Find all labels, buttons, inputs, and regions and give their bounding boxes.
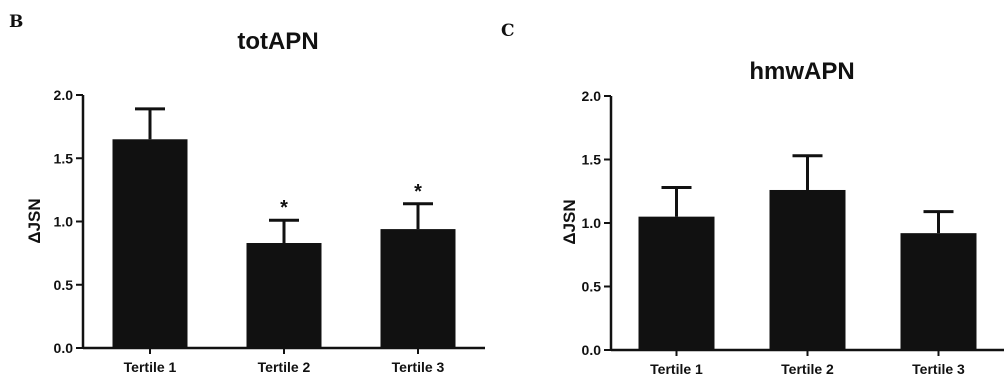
y-tick-label-c-0: 0.0: [582, 342, 602, 358]
category-label-c-1: Tertile 1: [650, 361, 703, 377]
y-tick-label-c-3: 1.5: [582, 152, 602, 168]
significance-marker-b-2: *: [280, 197, 288, 219]
bar-b-1: [112, 139, 188, 348]
chart-title-hmwapn: hmwAPN: [749, 58, 854, 85]
category-label-c-2: Tertile 2: [781, 361, 834, 377]
category-label-b-1: Tertile 1: [124, 359, 177, 375]
bar-b-2: [246, 243, 322, 348]
y-tick-label-b-1: 0.5: [54, 277, 74, 293]
y-tick-label-b-2: 1.0: [54, 214, 74, 230]
y-tick-label-c-2: 1.0: [582, 215, 602, 231]
panel-c: C hmwAPN ΔJSN 0.0 0.5 1.0 1.5 2.0 Tertile 1 Te…: [501, 21, 1004, 377]
significance-marker-b-3: *: [414, 181, 422, 203]
panel-b: B totAPN ΔJSN 0.0 0.5 1.0 1.5 2.0 Tertile 1 Te…: [9, 12, 485, 375]
category-label-b-3: Tertile 3: [392, 359, 445, 375]
category-label-b-2: Tertile 2: [258, 359, 311, 375]
panel-letter-c: C: [501, 21, 515, 41]
y-tick-label-b-4: 2.0: [54, 87, 74, 103]
plot-area-b: 0.0 0.5 1.0 1.5 2.0 Tertile 1 Tertile 2 * Tertil…: [54, 87, 485, 375]
y-tick-label-b-0: 0.0: [54, 340, 74, 356]
bar-b-3: [380, 229, 456, 348]
y-tick-label-c-4: 2.0: [582, 88, 602, 104]
y-axis-label-c: ΔJSN: [560, 199, 579, 244]
panel-letter-b: B: [9, 12, 23, 32]
bar-c-2: [769, 189, 846, 350]
bar-c-1: [638, 216, 715, 350]
y-axis-label-b: ΔJSN: [25, 198, 44, 243]
category-label-c-3: Tertile 3: [912, 361, 965, 377]
chart-title-totapn: totAPN: [237, 28, 318, 55]
plot-area-c: 0.0 0.5 1.0 1.5 2.0 Tertile 1 Tertile 2 Tertile…: [582, 88, 1004, 377]
y-tick-label-c-1: 0.5: [582, 279, 602, 295]
bar-c-3: [900, 233, 977, 350]
y-tick-label-b-3: 1.5: [54, 150, 74, 166]
